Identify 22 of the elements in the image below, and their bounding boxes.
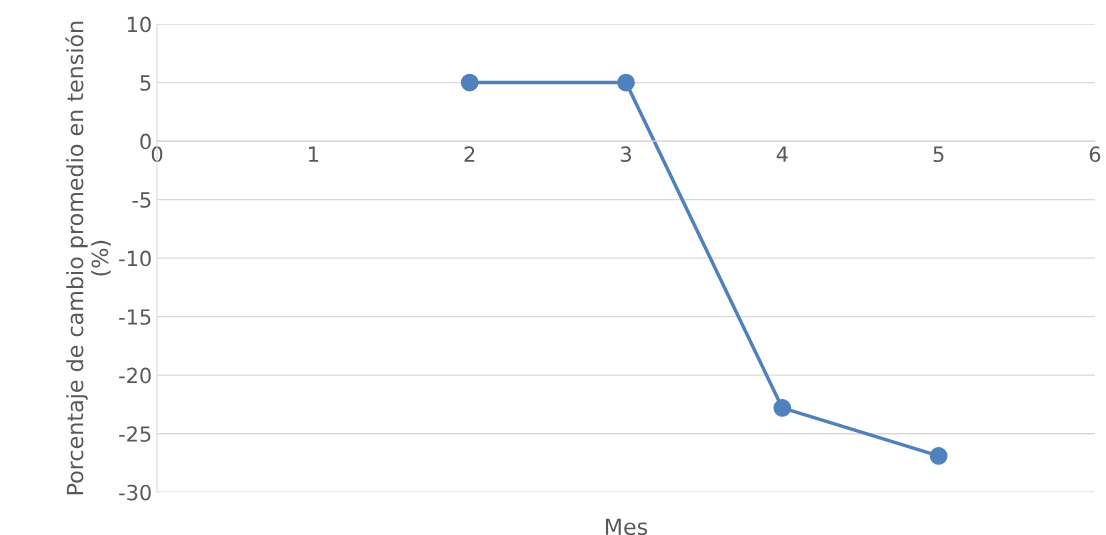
x-tick-label: 0 xyxy=(151,146,163,163)
x-tick-label: 1 xyxy=(309,146,319,162)
y-axis-title: Porcentaje de cambio promedio en tensión (%) xyxy=(65,21,111,495)
point xyxy=(773,399,792,417)
y-tick-label: 0 xyxy=(140,133,151,150)
point xyxy=(460,73,479,92)
point xyxy=(617,73,635,92)
y-tick-label: -30 xyxy=(119,484,151,501)
y-tick-label: 10 xyxy=(127,16,151,33)
x-tick-label: 2 xyxy=(464,146,475,162)
x-tick-label: 5 xyxy=(933,146,944,163)
x-tick-label: 6 xyxy=(1089,146,1101,163)
y-tick-label: -10 xyxy=(119,250,151,267)
x-tick-label: 4 xyxy=(776,146,788,162)
y-tick-label: -25 xyxy=(119,426,151,442)
y-tick-label: -5 xyxy=(132,192,151,208)
y-tick-label: -20 xyxy=(119,367,151,384)
point xyxy=(929,447,948,465)
y-tick-label: -15 xyxy=(119,309,151,325)
x-axis-title: Mes xyxy=(605,518,648,535)
x-tick-label: 3 xyxy=(620,146,631,163)
y-tick-label: 5 xyxy=(140,75,151,91)
